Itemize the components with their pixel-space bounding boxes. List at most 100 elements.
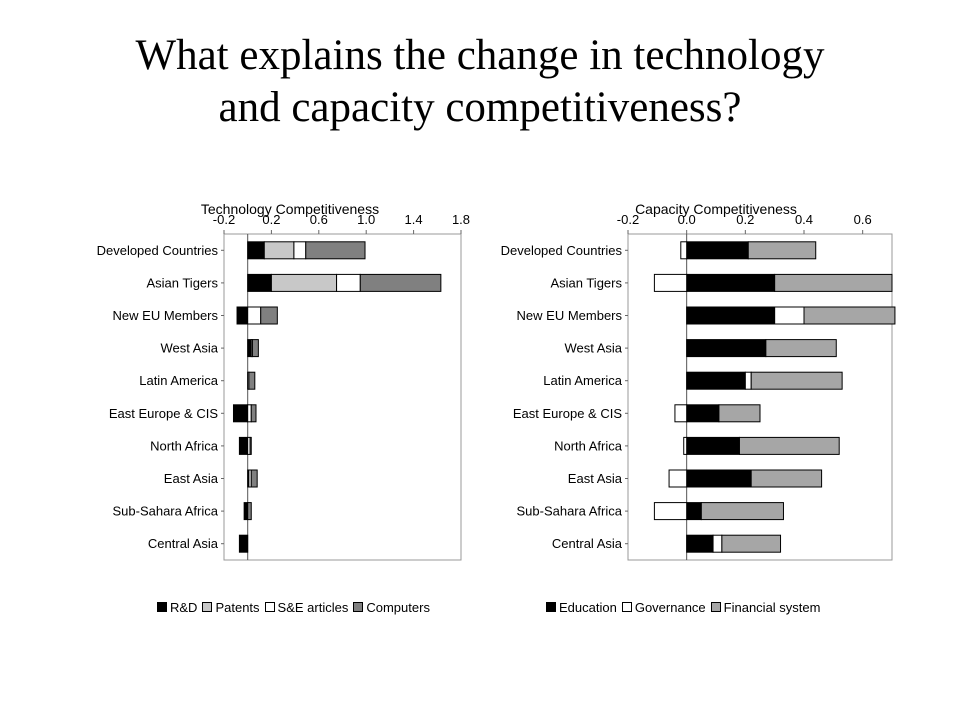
cap-tick-label: 0.4 bbox=[795, 212, 813, 227]
legend-label-financial-system: Financial system bbox=[723, 599, 821, 615]
bar-governance-north-africa bbox=[683, 436, 688, 455]
capacity-legend: Education Governance Financial system bbox=[546, 598, 825, 616]
bar-financial-system-east-asia bbox=[750, 469, 823, 488]
legend-swatch-education bbox=[546, 602, 556, 612]
tech-tick-label: 0.2 bbox=[262, 212, 280, 227]
bar-financial-system-asian-tigers bbox=[774, 273, 893, 292]
bar-financial-system-sub-sahara-africa bbox=[700, 502, 784, 521]
category-label-north-africa: North Africa bbox=[554, 438, 623, 453]
category-label-latin-america: Latin America bbox=[139, 373, 219, 388]
bar-governance-asian-tigers bbox=[653, 273, 688, 292]
technology-competitiveness-chart: Technology Competitiveness-0.2 0.2 0.6 1.0 1… bbox=[97, 201, 470, 561]
bar-financial-system-east-europe-and-cis bbox=[718, 404, 761, 423]
category-label-latin-america: Latin America bbox=[543, 373, 623, 388]
legend-swatch-computers bbox=[353, 602, 364, 612]
legend-label-governance: Governance bbox=[634, 599, 706, 615]
category-label-asian-tigers: Asian Tigers bbox=[146, 275, 218, 290]
legend-label-sande-articles: S&E articles bbox=[277, 599, 349, 615]
bar-computers-latin-america bbox=[248, 371, 256, 390]
legend-item-patents: Patents bbox=[202, 599, 260, 615]
tech-tick-label: 0.6 bbox=[310, 212, 328, 227]
bar-governance-central-asia bbox=[712, 534, 723, 553]
category-label-east-europe-and-cis: East Europe & CIS bbox=[513, 406, 622, 421]
legend-label-education: Education bbox=[559, 599, 617, 615]
tech-tick-label: 1.8 bbox=[452, 212, 470, 227]
bar-computers-sub-sahara-africa bbox=[247, 502, 252, 521]
legend-swatch-patents bbox=[202, 602, 213, 612]
bar-sande-articles-developed-countries bbox=[293, 241, 307, 260]
bar-computers-west-asia bbox=[251, 339, 259, 358]
bar-randd-east-europe-and-cis bbox=[232, 404, 249, 423]
capacity-competitiveness-chart: Capacity Competitiveness-0.2 0.0 0.2 0.4 0.6… bbox=[501, 201, 896, 561]
cap-tick-label: 0.0 bbox=[678, 212, 696, 227]
bar-governance-new-eu-members bbox=[774, 306, 805, 325]
bar-governance-east-asia bbox=[668, 469, 688, 488]
category-label-new-eu-members: New EU Members bbox=[113, 308, 219, 323]
category-label-north-africa: North Africa bbox=[150, 438, 219, 453]
tech-tick-label: 1.0 bbox=[357, 212, 375, 227]
category-label-developed-countries: Developed Countries bbox=[97, 243, 219, 258]
category-label-east-asia: East Asia bbox=[164, 471, 219, 486]
technology-legend: R&D Patents S&E articles Computers bbox=[157, 598, 435, 616]
category-label-east-europe-and-cis: East Europe & CIS bbox=[109, 406, 218, 421]
category-label-sub-sahara-africa: Sub-Sahara Africa bbox=[112, 504, 218, 519]
category-label-central-asia: Central Asia bbox=[148, 536, 219, 551]
legend-swatch-financial-system bbox=[710, 602, 721, 612]
bar-randd-asian-tigers bbox=[247, 273, 272, 292]
category-label-sub-sahara-africa: Sub-Sahara Africa bbox=[516, 504, 622, 519]
legend-label-computers: Computers bbox=[366, 599, 430, 615]
bar-education-east-asia bbox=[686, 469, 752, 488]
cap-tick-label: 0.2 bbox=[736, 212, 754, 227]
bar-computers-north-africa bbox=[249, 436, 252, 455]
category-label-new-eu-members: New EU Members bbox=[517, 308, 623, 323]
legend-label-randd: R&D bbox=[170, 599, 198, 615]
bar-patents-asian-tigers bbox=[270, 273, 338, 292]
bar-financial-system-developed-countries bbox=[747, 241, 817, 260]
bar-education-new-eu-members bbox=[686, 306, 776, 325]
bar-computers-developed-countries bbox=[305, 241, 366, 260]
category-label-central-asia: Central Asia bbox=[552, 536, 623, 551]
cap-tick-label: -0.2 bbox=[617, 212, 639, 227]
category-label-asian-tigers: Asian Tigers bbox=[550, 275, 622, 290]
cap-chart-title: Capacity Competitiveness bbox=[635, 201, 797, 217]
bar-financial-system-new-eu-members bbox=[803, 306, 896, 325]
bar-randd-sub-sahara-africa bbox=[243, 502, 249, 521]
bar-patents-developed-countries bbox=[263, 241, 295, 260]
legend-label-patents: Patents bbox=[215, 599, 260, 615]
slide-title: What explains the change in technology a… bbox=[0, 30, 960, 134]
title-line-2: and capacity competitiveness? bbox=[218, 84, 742, 131]
bar-financial-system-latin-america bbox=[750, 371, 843, 390]
bar-education-west-asia bbox=[686, 339, 767, 358]
bar-computers-east-asia bbox=[250, 469, 258, 488]
bar-governance-developed-countries bbox=[680, 241, 688, 260]
bar-education-sub-sahara-africa bbox=[686, 502, 702, 521]
bar-financial-system-central-asia bbox=[721, 534, 782, 553]
bar-governance-latin-america bbox=[744, 371, 752, 390]
bar-computers-east-europe-and-cis bbox=[250, 404, 257, 423]
bar-sande-articles-east-europe-and-cis bbox=[247, 404, 252, 423]
bar-education-east-europe-and-cis bbox=[686, 404, 720, 423]
legend-swatch-governance bbox=[621, 602, 632, 612]
legend-item-governance: Governance bbox=[621, 599, 706, 615]
bar-computers-asian-tigers bbox=[359, 273, 442, 292]
category-label-west-asia: West Asia bbox=[160, 341, 218, 356]
bar-education-asian-tigers bbox=[686, 273, 776, 292]
bar-randd-north-africa bbox=[238, 436, 249, 455]
bar-sande-articles-new-eu-members bbox=[247, 306, 262, 325]
category-label-east-asia: East Asia bbox=[568, 471, 623, 486]
bar-governance-sub-sahara-africa bbox=[653, 502, 688, 521]
bar-computers-new-eu-members bbox=[260, 306, 278, 325]
bar-education-latin-america bbox=[686, 371, 746, 390]
legend-item-financial-system: Financial system bbox=[710, 599, 821, 615]
bar-randd-new-eu-members bbox=[236, 306, 249, 325]
bar-education-central-asia bbox=[686, 534, 714, 553]
tech-chart-title: Technology Competitiveness bbox=[201, 201, 379, 217]
bar-education-north-africa bbox=[686, 436, 740, 455]
tech-plot-frame bbox=[223, 233, 462, 561]
category-label-developed-countries: Developed Countries bbox=[501, 243, 623, 258]
bar-education-developed-countries bbox=[686, 241, 749, 260]
legend-swatch-randd bbox=[157, 602, 167, 612]
bar-randd-developed-countries bbox=[247, 241, 265, 260]
bar-sande-articles-asian-tigers bbox=[336, 273, 361, 292]
bar-randd-west-asia bbox=[247, 339, 252, 358]
